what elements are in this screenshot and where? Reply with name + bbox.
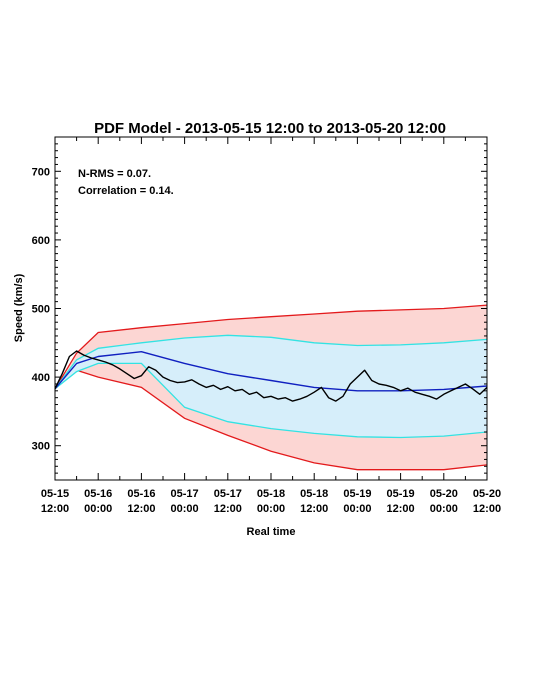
x-tick-time: 00:00 xyxy=(84,503,112,515)
y-tick-label: 700 xyxy=(32,166,50,178)
x-tick-time: 12:00 xyxy=(473,503,501,515)
y-tick-label: 400 xyxy=(32,372,50,384)
x-axis-label: Real time xyxy=(247,526,296,538)
band-lower-line-0 xyxy=(54,369,488,471)
annotation-nrms: N-RMS = 0.07. xyxy=(78,168,151,180)
x-tick-time: 00:00 xyxy=(171,503,199,515)
x-tick-date: 05-15 xyxy=(41,488,69,500)
bands xyxy=(54,304,488,471)
x-tick-time: 00:00 xyxy=(343,503,371,515)
x-tick-time: 12:00 xyxy=(387,503,415,515)
series-line-0 xyxy=(54,351,488,392)
band-upper-line-1 xyxy=(54,334,488,390)
y-tick-label: 500 xyxy=(32,304,50,316)
x-tick-date: 05-18 xyxy=(300,488,328,500)
x-tick-time: 12:00 xyxy=(127,503,155,515)
chart-title: PDF Model - 2013-05-15 12:00 to 2013-05-… xyxy=(94,120,446,137)
band-lower-line-1 xyxy=(54,362,488,439)
axis-ticks: 300 400 500 600 700 05-15 12:00 05-16 00:00 05-16… xyxy=(32,136,501,515)
x-tick-time: 12:00 xyxy=(41,503,69,515)
x-tick-date: 05-18 xyxy=(257,488,285,500)
x-tick-date: 05-17 xyxy=(214,488,242,500)
x-tick-date: 05-20 xyxy=(473,488,501,500)
x-tick-date: 05-17 xyxy=(171,488,199,500)
x-tick-date: 05-19 xyxy=(343,488,371,500)
y-axis-label: Speed (km/s) xyxy=(13,273,25,342)
x-tick-time: 12:00 xyxy=(300,503,328,515)
x-tick-date: 05-20 xyxy=(430,488,458,500)
y-tick-label: 600 xyxy=(32,235,50,247)
band-upper-line-0 xyxy=(54,304,488,390)
x-tick-date: 05-19 xyxy=(387,488,415,500)
x-tick-time: 00:00 xyxy=(257,503,285,515)
series xyxy=(54,350,488,402)
x-tick-time: 00:00 xyxy=(430,503,458,515)
annotation-correlation: Correlation = 0.14. xyxy=(78,185,174,197)
x-tick-time: 12:00 xyxy=(214,503,242,515)
x-tick-date: 05-16 xyxy=(127,488,155,500)
y-tick-label: 300 xyxy=(32,441,50,453)
band-fill-1 xyxy=(55,335,487,438)
x-tick-date: 05-16 xyxy=(84,488,112,500)
series-line-1 xyxy=(54,350,488,402)
